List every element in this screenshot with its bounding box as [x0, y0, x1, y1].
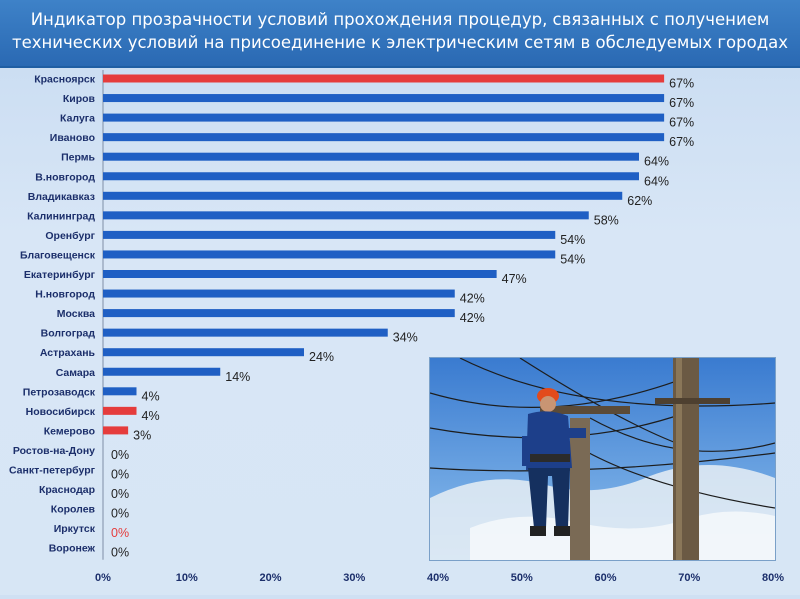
bar	[103, 289, 455, 298]
value-label: 24%	[309, 350, 334, 364]
category-label: Ростов-на-Дону	[13, 445, 95, 457]
bar	[103, 172, 639, 181]
chart-title: Индикатор прозрачности условий прохожден…	[11, 10, 788, 52]
category-label: Пермь	[61, 152, 95, 164]
chart-area: Красноярск 67% Киров 67% Калуга 67% Иваново 67%…	[0, 66, 800, 595]
bar	[103, 211, 589, 220]
bar-chart: Красноярск 67% Киров 67% Калуга 67% Иваново 67%…	[9, 70, 784, 584]
lineman-photo	[429, 357, 776, 561]
category-label: Королев	[51, 504, 96, 516]
bar	[103, 94, 665, 103]
category-label: Краснодар	[39, 484, 95, 496]
category-label: Оренбург	[45, 230, 95, 242]
x-tick-label: 70%	[678, 572, 700, 584]
category-label: Астрахань	[40, 347, 96, 359]
x-tick-label: 60%	[594, 572, 616, 584]
value-label: 14%	[225, 370, 250, 384]
category-label: Екатеринбург	[24, 269, 96, 281]
category-label: Калининград	[27, 210, 95, 222]
x-tick-label: 0%	[95, 572, 111, 584]
value-label: 0%	[111, 546, 129, 560]
value-label: 64%	[644, 174, 669, 188]
bar	[103, 191, 623, 200]
value-label: 42%	[460, 311, 485, 325]
x-tick-label: 30%	[343, 572, 365, 584]
category-label: Санкт-петербург	[9, 465, 96, 477]
bar	[103, 270, 497, 278]
category-label: Н.новгород	[35, 289, 95, 301]
category-label: Самара	[56, 367, 95, 379]
category-label: Кемерово	[44, 425, 95, 437]
value-label: 0%	[111, 507, 129, 521]
value-label: 34%	[393, 331, 418, 345]
category-label: Красноярск	[34, 74, 95, 86]
bar	[103, 387, 137, 396]
value-label: 47%	[502, 272, 527, 286]
category-label: Калуга	[60, 113, 95, 125]
bar	[103, 113, 665, 122]
x-tick-label: 80%	[762, 572, 784, 584]
value-label: 67%	[669, 116, 694, 130]
bar	[103, 250, 556, 259]
category-label: Киров	[63, 93, 96, 105]
category-label: Иркутск	[54, 523, 96, 535]
value-label: 0%	[111, 526, 129, 540]
value-label: 42%	[460, 292, 485, 306]
category-label: Владикавказ	[28, 191, 95, 203]
value-label: 67%	[669, 135, 694, 149]
bar	[103, 426, 129, 435]
category-label: Иваново	[50, 132, 95, 144]
title-bar: Индикатор прозрачности условий прохожден…	[0, 0, 800, 68]
value-label: 4%	[142, 409, 160, 423]
value-label: 62%	[627, 194, 652, 208]
bar	[103, 309, 455, 318]
category-label: В.новгород	[35, 171, 95, 183]
value-label: 0%	[111, 448, 129, 462]
value-label: 58%	[594, 213, 619, 227]
value-label: 64%	[644, 155, 669, 169]
value-label: 67%	[669, 77, 694, 91]
value-label: 54%	[560, 233, 585, 247]
x-tick-label: 40%	[427, 572, 449, 584]
x-tick-label: 50%	[511, 572, 533, 584]
x-tick-label: 10%	[176, 572, 198, 584]
category-label: Петрозаводск	[23, 386, 96, 398]
category-label: Воронеж	[49, 543, 96, 555]
bar	[103, 133, 665, 142]
category-label: Волгоград	[41, 328, 96, 340]
category-label: Новосибирск	[26, 406, 96, 418]
bar	[103, 348, 304, 357]
bar	[103, 230, 556, 239]
x-tick-label: 20%	[259, 572, 281, 584]
value-label: 0%	[111, 468, 129, 482]
value-label: 4%	[142, 389, 160, 403]
value-label: 54%	[560, 252, 585, 266]
category-label: Благовещенск	[20, 249, 96, 261]
value-label: 67%	[669, 96, 694, 110]
lineman-on-pole-photo	[430, 358, 775, 560]
bar	[103, 328, 388, 337]
bar	[103, 152, 639, 161]
bar	[103, 74, 665, 83]
bar	[103, 367, 221, 376]
bar	[103, 406, 137, 415]
value-label: 0%	[111, 487, 129, 501]
value-label: 3%	[133, 428, 151, 442]
category-label: Москва	[57, 308, 95, 320]
